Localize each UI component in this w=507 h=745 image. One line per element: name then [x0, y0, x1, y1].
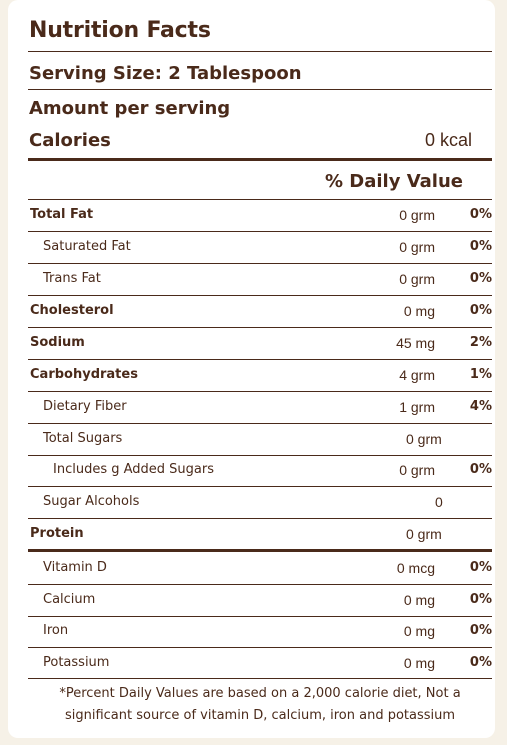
nutrient-percent: 0% [469, 303, 492, 318]
nutrient-row-carbohydrates: Carbohydrates 4 grm 1% [28, 360, 492, 392]
nutrient-amount: 0 mg [403, 303, 435, 319]
nutrient-amount: 0 grm [406, 526, 442, 542]
nutrient-label: Cholesterol [30, 303, 114, 318]
nutrient-amount: 0 grm [399, 271, 435, 287]
vitamin-amount: 0 mcg [396, 560, 435, 576]
vitamin-amount: 0 mg [403, 623, 435, 639]
footnote: *Percent Daily Values are based on a 2,0… [28, 683, 492, 727]
row-divider [28, 263, 492, 264]
nutrient-row-total-fat: Total Fat 0 grm 0% [28, 200, 492, 232]
nutrient-label: Trans Fat [43, 271, 101, 286]
row-divider [28, 359, 492, 360]
nutrient-row-added-sugars: Includes g Added Sugars 0 grm 0% [28, 455, 492, 487]
row-divider [28, 584, 492, 585]
daily-value-header: % Daily Value [324, 171, 463, 192]
row-divider [28, 231, 492, 232]
row-divider [28, 616, 492, 617]
nutrient-percent: 4% [469, 399, 492, 414]
vitamin-amount: 0 mg [403, 655, 435, 671]
row-divider [28, 455, 492, 456]
nutrient-amount: 0 grm [399, 462, 435, 478]
nutrient-label: Total Sugars [43, 431, 123, 446]
nutrient-percent: 0% [469, 239, 492, 254]
nutrient-row-total-sugars: Total Sugars 0 grm [28, 424, 492, 456]
nutrient-amount: 0 grm [399, 239, 435, 255]
calories-value: 0 kcal [424, 130, 472, 150]
row-divider [28, 327, 492, 328]
divider-thin [28, 89, 492, 90]
divider-thin [28, 199, 492, 200]
nutrient-amount: 4 grm [399, 367, 435, 383]
nutrient-row-sodium: Sodium 45 mg 2% [28, 328, 492, 360]
vitamin-percent: 0% [469, 592, 492, 607]
row-divider [28, 391, 492, 392]
nutrient-percent: 0% [469, 207, 492, 222]
nutrient-row-cholesterol: Cholesterol 0 mg 0% [28, 296, 492, 328]
vitamin-label: Calcium [43, 592, 96, 607]
nutrient-amount: 0 [435, 494, 443, 510]
serving-size: Serving Size: 2 Tablespoon [29, 63, 302, 84]
nutrient-row-protein: Protein 0 grm [28, 519, 492, 551]
footnote-line-2: significant source of vitamin D, calcium… [64, 708, 456, 723]
nutrient-row-trans-fat: Trans Fat 0 grm 0% [28, 264, 492, 296]
nutrient-label: Total Fat [30, 207, 94, 222]
vitamin-label: Vitamin D [43, 560, 107, 575]
amount-per-serving: Amount per serving [29, 98, 231, 119]
nutrient-amount: 0 grm [399, 207, 435, 223]
row-divider [28, 423, 492, 424]
nutrient-label: Sodium [30, 335, 85, 350]
nutrient-label: Includes g Added Sugars [53, 462, 214, 477]
nutrient-amount: 45 mg [396, 335, 435, 351]
nutrient-row-saturated-fat: Saturated Fat 0 grm 0% [28, 232, 492, 264]
vitamin-amount: 0 mg [403, 592, 435, 608]
nutrient-percent: 0% [469, 271, 492, 286]
nutrient-percent: 0% [469, 462, 492, 477]
page-title: Nutrition Facts [29, 18, 211, 43]
row-divider [28, 486, 492, 487]
nutrient-percent: 1% [469, 367, 492, 382]
vitamin-row-iron: Iron 0 mg 0% [28, 616, 492, 648]
nutrient-row-sugar-alcohols: Sugar Alcohols 0 [28, 487, 492, 519]
row-divider [28, 518, 492, 519]
nutrient-amount: 0 grm [406, 431, 442, 447]
nutrient-label: Dietary Fiber [43, 399, 127, 414]
divider-thin [28, 51, 492, 52]
nutrient-label: Saturated Fat [43, 239, 131, 254]
row-divider [28, 647, 492, 648]
nutrient-amount: 1 grm [399, 399, 435, 415]
nutrient-percent: 2% [469, 335, 492, 350]
nutrient-label: Carbohydrates [30, 367, 138, 382]
divider-thick [28, 549, 492, 552]
nutrition-facts-panel: Nutrition Facts Serving Size: 2 Tablespo… [8, 0, 495, 738]
vitamin-row-calcium: Calcium 0 mg 0% [28, 585, 492, 617]
nutrient-label: Sugar Alcohols [43, 494, 140, 509]
vitamin-label: Potassium [43, 655, 110, 670]
vitamin-row-vitamin-d: Vitamin D 0 mcg 0% [28, 553, 492, 585]
vitamin-percent: 0% [469, 560, 492, 575]
nutrient-label: Protein [30, 526, 84, 541]
vitamin-percent: 0% [469, 655, 492, 670]
nutrient-row-dietary-fiber: Dietary Fiber 1 grm 4% [28, 392, 492, 424]
divider-thin [28, 678, 492, 679]
footnote-line-1: *Percent Daily Values are based on a 2,0… [59, 686, 461, 701]
vitamin-row-potassium: Potassium 0 mg 0% [28, 648, 492, 680]
vitamin-label: Iron [43, 623, 69, 638]
vitamin-percent: 0% [469, 623, 492, 638]
calories-label: Calories [29, 130, 111, 151]
divider-thick [28, 158, 492, 161]
row-divider [28, 295, 492, 296]
